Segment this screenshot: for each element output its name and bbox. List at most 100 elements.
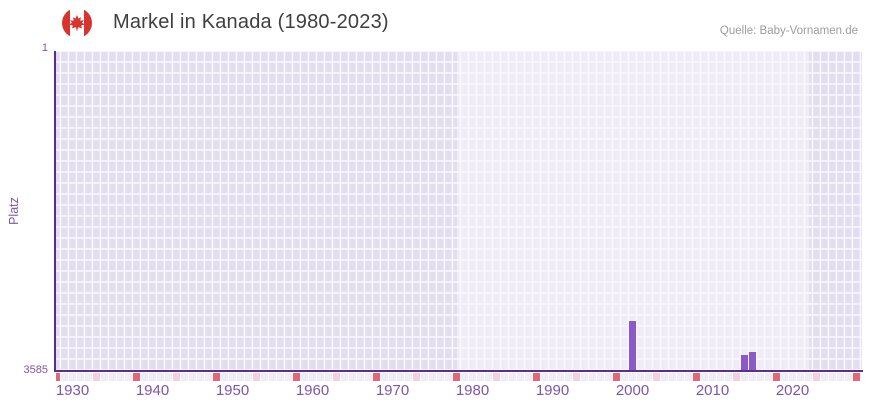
axis-marker-plain-1969 [381, 372, 388, 381]
axis-marker-plain-1987 [525, 372, 532, 381]
axis-marker-plain-1984 [501, 372, 508, 381]
y-tick-label-top: 1 [41, 42, 48, 54]
axis-marker-plain-1942 [165, 372, 172, 381]
axis-marker-red-1978 [453, 372, 460, 381]
axis-marker-plain-1980 [469, 372, 476, 381]
canada-flag-icon [62, 8, 92, 38]
axis-marker-plain-1974 [421, 372, 428, 381]
bar-2000[interactable] [629, 321, 636, 370]
axis-marker-plain-1966 [357, 372, 364, 381]
axis-marker-plain-1957 [285, 372, 292, 381]
x-tick-label-2010: 2010 [695, 382, 730, 399]
axis-marker-plain-1985 [509, 372, 516, 381]
axis-marker-plain-1947 [205, 372, 212, 381]
axis-marker-plain-1956 [277, 372, 284, 381]
x-tick-label-1970: 1970 [375, 382, 410, 399]
axis-marker-plain-1979 [461, 372, 468, 381]
axis-marker-plain-1982 [485, 372, 492, 381]
axis-marker-plain-1932 [85, 372, 92, 381]
axis-marker-plain-1929 [61, 372, 68, 381]
axis-marker-plain-1995 [589, 372, 596, 381]
axis-marker-pink-1983 [493, 372, 500, 381]
axis-marker-pink-1993 [573, 372, 580, 381]
axis-marker-plain-1939 [141, 372, 148, 381]
axis-marker-plain-1941 [157, 372, 164, 381]
axis-marker-plain-1961 [317, 372, 324, 381]
axis-marker-plain-1971 [397, 372, 404, 381]
axis-marker-plain-1999 [621, 372, 628, 381]
axis-marker-plain-1997 [605, 372, 612, 381]
axis-marker-plain-1955 [269, 372, 276, 381]
axis-marker-plain-1960 [309, 372, 316, 381]
axis-marker-pink-1963 [333, 372, 340, 381]
x-tick-label-1980: 1980 [455, 382, 490, 399]
axis-marker-red-2018 [773, 372, 780, 381]
axis-marker-plain-1931 [77, 372, 84, 381]
axis-marker-plain-1976 [437, 372, 444, 381]
flag-red-band-left [62, 8, 71, 38]
axis-marker-plain-1946 [197, 372, 204, 381]
plot-area [56, 51, 862, 370]
flag-red-band-right [83, 8, 92, 38]
x-axis-marker-row [56, 372, 862, 381]
axis-marker-plain-1981 [477, 372, 484, 381]
axis-marker-plain-2026 [837, 372, 844, 381]
axis-marker-plain-1951 [237, 372, 244, 381]
axis-marker-plain-1962 [325, 372, 332, 381]
axis-marker-plain-1954 [261, 372, 268, 381]
axis-marker-plain-1945 [189, 372, 196, 381]
axis-marker-plain-1986 [517, 372, 524, 381]
axis-marker-plain-1967 [365, 372, 372, 381]
axis-marker-plain-1944 [181, 372, 188, 381]
axis-marker-plain-1964 [341, 372, 348, 381]
axis-marker-plain-1959 [301, 372, 308, 381]
axis-marker-red-1988 [533, 372, 540, 381]
axis-marker-plain-1935 [109, 372, 116, 381]
maple-leaf-icon [69, 14, 85, 32]
axis-marker-plain-1977 [445, 372, 452, 381]
bar-2014[interactable] [741, 355, 748, 370]
axis-marker-plain-2015 [749, 372, 756, 381]
x-tick-label-1990: 1990 [535, 382, 570, 399]
axis-marker-pink-2013 [733, 372, 740, 381]
chart-title: Markel in Kanada (1980-2023) [113, 11, 389, 33]
axis-marker-plain-2006 [677, 372, 684, 381]
axis-marker-plain-2020 [789, 372, 796, 381]
axis-marker-plain-2019 [781, 372, 788, 381]
axis-marker-plain-2017 [765, 372, 772, 381]
axis-marker-pink-2023 [813, 372, 820, 381]
x-axis-line [54, 369, 863, 372]
axis-marker-red-1998 [613, 372, 620, 381]
axis-marker-pink-1953 [253, 372, 260, 381]
axis-marker-plain-2004 [661, 372, 668, 381]
axis-marker-plain-1992 [565, 372, 572, 381]
axis-marker-red-1938 [133, 372, 140, 381]
axis-marker-red-1958 [293, 372, 300, 381]
axis-marker-plain-1934 [101, 372, 108, 381]
axis-marker-pink-2003 [653, 372, 660, 381]
bar-2015[interactable] [749, 351, 756, 370]
axis-marker-plain-2024 [821, 372, 828, 381]
axis-marker-plain-1975 [429, 372, 436, 381]
axis-marker-plain-2011 [717, 372, 724, 381]
axis-marker-pink-1943 [173, 372, 180, 381]
axis-marker-plain-2012 [725, 372, 732, 381]
axis-marker-plain-1991 [557, 372, 564, 381]
x-tick-label-2000: 2000 [615, 382, 650, 399]
source-credit: Quelle: Baby-Vornamen.de [719, 25, 858, 37]
axis-marker-plain-1996 [597, 372, 604, 381]
axis-marker-pink-1973 [413, 372, 420, 381]
axis-marker-plain-2010 [709, 372, 716, 381]
axis-marker-plain-2009 [701, 372, 708, 381]
axis-marker-red-2008 [693, 372, 700, 381]
axis-marker-plain-1949 [221, 372, 228, 381]
axis-marker-plain-1990 [549, 372, 556, 381]
axis-marker-plain-2022 [805, 372, 812, 381]
axis-marker-plain-2007 [685, 372, 692, 381]
axis-marker-plain-1950 [229, 372, 236, 381]
x-tick-label-1950: 1950 [215, 382, 250, 399]
axis-marker-plain-1970 [389, 372, 396, 381]
x-tick-label-1930: 1930 [55, 382, 90, 399]
axis-marker-plain-1965 [349, 372, 356, 381]
